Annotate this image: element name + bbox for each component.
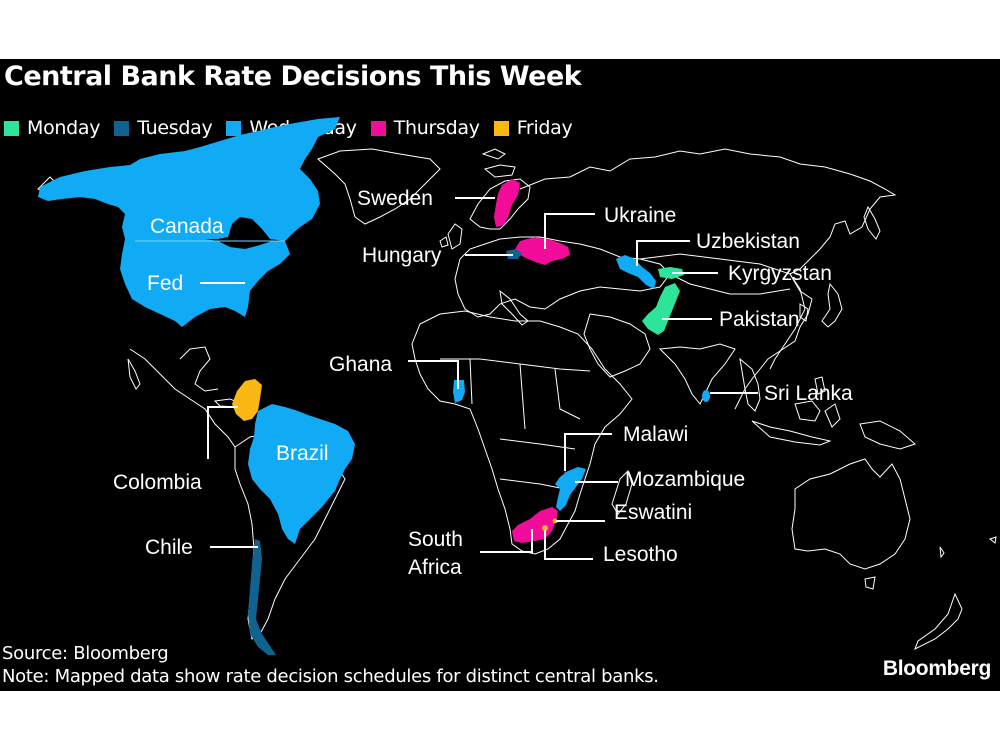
country-sweden	[494, 179, 520, 227]
label-colombia: Colombia	[113, 471, 202, 494]
legend-label: Monday	[27, 117, 101, 139]
legend-label: Thursday	[393, 117, 480, 139]
country-canada	[38, 117, 340, 241]
label-canada: Canada	[150, 215, 224, 238]
legend-item-friday: Friday	[493, 117, 573, 139]
label-eswatini: Eswatini	[614, 501, 692, 524]
label-pakistan: Pakistan	[719, 308, 800, 331]
source-text: Source: Bloomberg	[2, 643, 169, 664]
legend-label: Tuesday	[137, 117, 213, 139]
chart-title: Central Bank Rate Decisions This Week	[4, 61, 582, 92]
country-ukraine	[514, 237, 570, 265]
label-south-africa-line1: South	[408, 528, 463, 551]
label-brazil: Brazil	[276, 442, 329, 465]
country-hungary	[506, 249, 522, 259]
country-lesotho	[542, 525, 548, 531]
country-sri-lanka	[702, 390, 710, 402]
legend-item-tuesday: Tuesday	[114, 117, 213, 139]
legend-item-monday: Monday	[4, 117, 101, 139]
legend-item-thursday: Thursday	[370, 117, 480, 139]
country-south-africa	[512, 507, 558, 543]
country-chile	[248, 539, 276, 655]
country-eswatini	[552, 518, 558, 524]
legend-label: Friday	[516, 117, 573, 139]
world-map: Canada Fed Brazil Colombia Chile Ghana S…	[37, 117, 997, 655]
country-mozambique	[555, 467, 586, 511]
country-kyrgyzstan	[658, 267, 684, 279]
country-colombia	[232, 379, 262, 421]
chart-panel: Central Bank Rate Decisions This Week Mo…	[0, 59, 1000, 691]
label-uzbekistan: Uzbekistan	[696, 230, 800, 253]
leader-lines	[200, 197, 758, 560]
legend-swatch-monday	[4, 120, 19, 136]
country-ghana	[453, 380, 465, 403]
country-brazil	[248, 404, 355, 544]
label-chile: Chile	[145, 536, 193, 559]
label-south-africa-line2: Africa	[408, 556, 462, 579]
label-kyrgyzstan: Kyrgyzstan	[728, 262, 832, 285]
bloomberg-logo: Bloomberg	[882, 657, 991, 680]
legend-swatch-wednesday	[226, 120, 242, 136]
country-pakistan	[642, 283, 680, 335]
label-lesotho: Lesotho	[603, 543, 678, 566]
legend-swatch-friday	[493, 120, 509, 136]
label-ghana: Ghana	[329, 353, 392, 376]
label-ukraine: Ukraine	[604, 204, 676, 227]
legend-swatch-tuesday	[114, 120, 130, 136]
note-text: Note: Mapped data show rate decision sch…	[2, 666, 659, 687]
footer-notes: Source: Bloomberg Note: Mapped data show…	[2, 642, 659, 688]
label-malawi: Malawi	[623, 423, 688, 446]
legend-swatch-thursday	[370, 120, 386, 136]
label-hungary: Hungary	[362, 244, 442, 267]
country-uzbekistan	[616, 255, 656, 289]
label-fed: Fed	[147, 272, 183, 295]
label-sri-lanka: Sri Lanka	[764, 382, 853, 405]
label-mozambique: Mozambique	[625, 468, 745, 491]
label-sweden: Sweden	[357, 187, 433, 210]
